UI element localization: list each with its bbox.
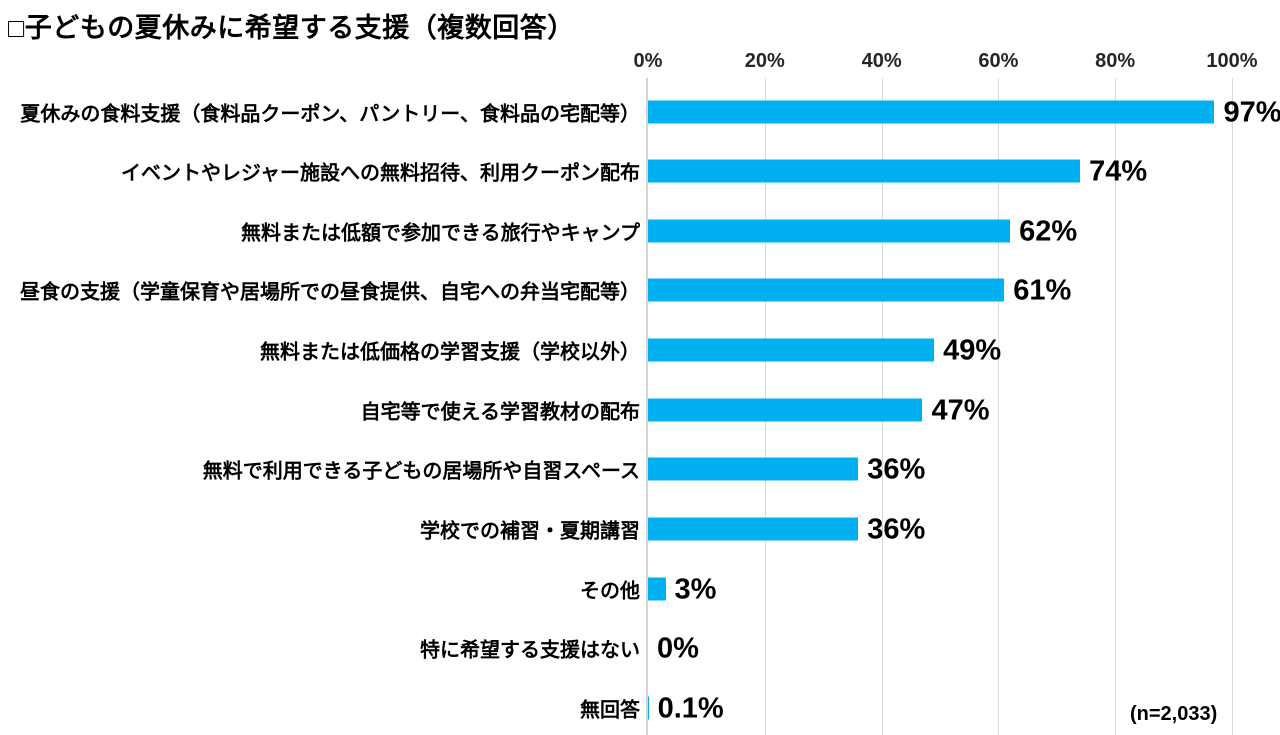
bar: [648, 696, 649, 720]
x-axis-tick-label: 60%: [978, 50, 1019, 72]
bar: [648, 219, 1011, 243]
value-label: 61%: [1013, 274, 1072, 307]
category-label: その他: [580, 580, 640, 603]
bar: [648, 517, 859, 541]
category-label: 無回答: [580, 699, 640, 722]
bar: [648, 159, 1081, 183]
category-label: 特に希望する支援はない: [420, 639, 640, 662]
gridline: [1232, 78, 1233, 735]
value-label: 47%: [931, 394, 990, 427]
value-label: 0.1%: [657, 692, 724, 725]
category-label: 昼食の支援（学童保育や居場所での昼食提供、自宅への弁当宅配等）: [20, 281, 640, 304]
sample-size-note: (n=2,033): [1130, 703, 1218, 725]
x-axis-tick-label: 0%: [633, 50, 663, 72]
gridline: [1115, 78, 1117, 735]
category-label: 自宅等で使える学習教材の配布: [360, 401, 640, 424]
category-label: 夏休みの食料支援（食料品クーポン、パントリー、食料品の宅配等）: [20, 103, 640, 125]
value-label: 36%: [867, 453, 926, 486]
y-axis-line: [646, 78, 648, 735]
value-label: 49%: [943, 334, 1002, 367]
x-axis-tick-label: 20%: [744, 50, 785, 72]
bar: [648, 577, 666, 601]
x-axis-tick-label: 100%: [1206, 50, 1258, 72]
bar: [648, 338, 935, 362]
x-axis-tick-label: 40%: [861, 50, 902, 72]
bar: [648, 398, 923, 422]
category-label: 無料で利用できる子どもの居場所や自習スペース: [202, 460, 640, 483]
bar: [648, 100, 1215, 123]
value-label: 0%: [657, 632, 699, 665]
category-label: イベントやレジャー施設への無料招待、利用クーポン配布: [121, 162, 640, 185]
bar: [648, 278, 1005, 302]
value-label: 97%: [1223, 96, 1280, 128]
bar: [648, 457, 859, 481]
value-label: 74%: [1089, 155, 1148, 188]
x-axis-tick-label: 80%: [1095, 50, 1136, 72]
category-label: 無料または低額で参加できる旅行やキャンプ: [241, 222, 640, 245]
value-label: 36%: [867, 513, 926, 546]
gridline: [998, 78, 1000, 735]
value-label: 3%: [674, 573, 717, 606]
chart-title: □子どもの夏休みに希望する支援（複数回答）: [8, 13, 575, 43]
category-label: 無料または低価格の学習支援（学校以外）: [260, 341, 640, 364]
category-label: 学校での補習・夏期講習: [420, 520, 640, 543]
value-label: 62%: [1019, 215, 1078, 248]
